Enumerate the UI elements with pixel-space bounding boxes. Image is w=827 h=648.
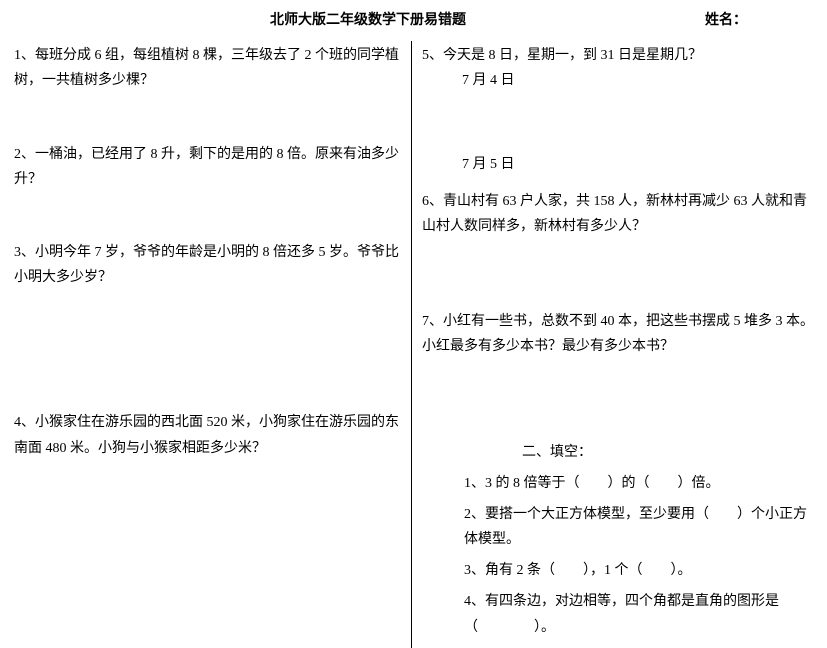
name-label: 姓名：: [705, 8, 747, 33]
header: 北师大版二年级数学下册易错题 姓名：: [0, 0, 827, 41]
right-column: 5、今天是 8 日，星期一，到 31 日是星期几？ 7 月 4 日 7 月 5 …: [412, 41, 827, 648]
question-5-line2: 7 月 5 日: [422, 152, 815, 177]
question-3: 3、小明今年 7 岁，爷爷的年龄是小明的 8 倍还多 5 岁。爷爷比小明大多少岁…: [14, 240, 403, 290]
question-6: 6、青山村有 63 户人家，共 158 人，新林村再减少 63 人就和青山村人数…: [422, 189, 815, 239]
doc-title: 北师大版二年级数学下册易错题: [270, 8, 466, 33]
left-column: 1、每班分成 6 组，每组植树 8 棵，三年级去了 2 个班的同学植树，一共植树…: [0, 41, 412, 648]
spacer: [422, 112, 815, 152]
question-5: 5、今天是 8 日，星期一，到 31 日是星期几？: [422, 43, 815, 68]
fill-3: 3、角有 2 条（ ），1 个（ ）。: [422, 558, 815, 583]
fill-section-title: 二、填空：: [422, 440, 815, 465]
content-area: 1、每班分成 6 组，每组植树 8 棵，三年级去了 2 个班的同学植树，一共植树…: [0, 41, 827, 648]
fill-4: 4、有四条边，对边相等，四个角都是直角的图形是（ ）。: [422, 589, 815, 639]
question-2: 2、一桶油，已经用了 8 升，剩下的是用的 8 倍。原来有油多少升？: [14, 142, 403, 192]
question-4: 4、小猴家住在游乐园的西北面 520 米，小狗家住在游乐园的东南面 480 米。…: [14, 410, 403, 460]
question-7: 7、小红有一些书，总数不到 40 本，把这些书摆成 5 堆多 3 本。小红最多有…: [422, 309, 815, 359]
question-1: 1、每班分成 6 组，每组植树 8 棵，三年级去了 2 个班的同学植树，一共植树…: [14, 43, 403, 93]
fill-1: 1、3 的 8 倍等于（ ）的（ ）倍。: [422, 471, 815, 496]
question-5-line1: 7 月 4 日: [422, 68, 815, 93]
fill-2: 2、要搭一个大正方体模型，至少要用（ ）个小正方体模型。: [422, 502, 815, 552]
